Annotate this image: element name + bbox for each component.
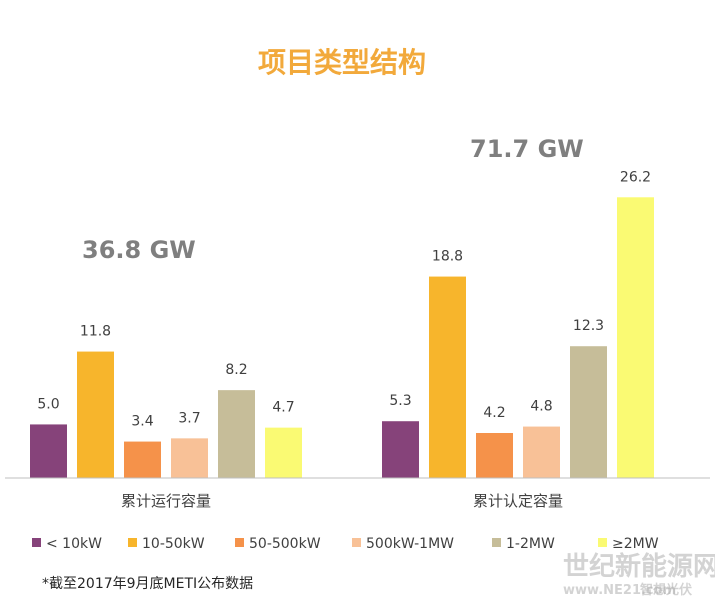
data-label-2-2: 18.8 [432,249,463,265]
data-label-1-1: 5.0 [37,396,59,412]
legend-label-2: 10-50kW [142,536,205,552]
bar-1-4 [171,438,208,478]
legend-label-6: ≥2MW [612,536,659,552]
watermark-brand: 智想光伏 [640,582,692,598]
group-total-1: 36.8 GW [82,236,196,264]
bar-2-1 [382,421,419,478]
bars [30,197,654,479]
data-label-1-3: 3.4 [131,414,153,430]
bar-1-3 [124,441,161,478]
footnote: *截至2017年9月底METI公布数据 [42,576,253,592]
legend-label-1: < 10kW [46,536,102,552]
group-totals: 36.8 GW 71.7 GW [82,135,584,264]
legend-label-3: 50-500kW [249,536,321,552]
legend-label-4: 500kW-1MW [366,536,454,552]
legend-swatch-3 [235,538,244,547]
data-label-2-4: 4.8 [530,399,552,415]
legend-swatch-1 [32,538,41,547]
data-labels: 5.0 11.8 3.4 3.7 8.2 4.7 5.3 18.8 4.2 4.8 12.3 26.2 [37,169,651,429]
data-label-1-6: 4.7 [272,400,294,416]
bar-1-5 [218,390,255,478]
legend-swatch-5 [492,538,501,547]
category-labels: 累计运行容量 累计认定容量 [121,492,563,510]
data-label-2-3: 4.2 [483,405,505,421]
watermark-text: 世纪新能源网 [563,551,715,582]
bar-2-5 [570,346,607,478]
legend-swatch-2 [128,538,137,547]
legend-swatch-6 [598,538,607,547]
bar-1-6 [265,427,302,478]
data-label-2-1: 5.3 [389,393,411,409]
bar-2-6 [617,197,654,479]
bar-2-2 [429,276,466,478]
chart-title: 项目类型结构 [258,46,426,79]
category-label-1: 累计运行容量 [121,492,211,510]
data-label-2-6: 26.2 [620,169,651,185]
legend-swatch-4 [352,538,361,547]
watermark-url: www.NE21.com [563,583,676,598]
data-label-1-5: 8.2 [225,362,247,378]
data-label-2-5: 12.3 [573,318,604,334]
category-label-2: 累计认定容量 [473,492,563,510]
data-label-1-4: 3.7 [178,410,200,426]
bar-2-3 [476,433,513,478]
legend-label-5: 1-2MW [506,536,555,552]
bar-1-2 [77,351,114,478]
legend: < 10kW 10-50kW 50-500kW 500kW-1MW 1-2MW ≥2MW [32,536,659,552]
bar-2-4 [523,426,560,478]
bar-1-1 [30,424,67,478]
group-total-2: 71.7 GW [470,135,584,163]
data-label-1-2: 11.8 [80,324,111,340]
